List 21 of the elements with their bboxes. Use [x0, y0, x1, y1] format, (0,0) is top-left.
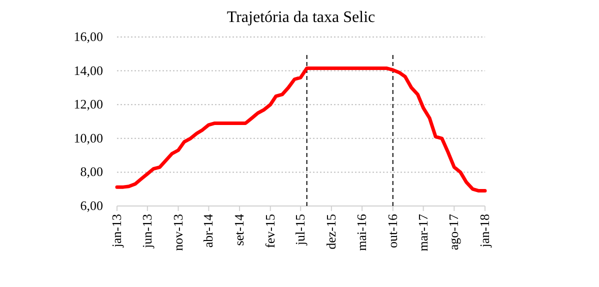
- chart-title: Trajetória da taxa Selic: [226, 9, 376, 26]
- x-tick-label: mai-16: [354, 214, 370, 251]
- x-tick-label: jan-13: [109, 214, 124, 248]
- x-tick-label: abr-14: [200, 214, 216, 248]
- x-tick-label: jun-13: [139, 214, 154, 249]
- x-tick-label: fev-15: [262, 214, 278, 248]
- y-tick-label: 8,00: [80, 164, 103, 180]
- x-tick-label: jan-18: [477, 214, 492, 248]
- x-tick-label: set-14: [232, 214, 247, 246]
- y-tick-label: 12,00: [74, 96, 103, 112]
- x-tick-label: jul-15: [292, 214, 308, 246]
- x-tick-label: out-16: [384, 214, 400, 248]
- x-tick-label: nov-13: [170, 214, 186, 251]
- x-tick-label: mar-17: [415, 214, 430, 252]
- y-tick-label: 14,00: [74, 62, 103, 78]
- x-tick-label: dez-15: [323, 214, 338, 250]
- line-series: [115, 66, 487, 193]
- y-tick-label: 6,00: [80, 198, 103, 213]
- y-tick-label: 10,00: [74, 130, 103, 146]
- x-tick-label: ago-17: [446, 214, 462, 250]
- y-tick-label: 16,00: [74, 29, 103, 44]
